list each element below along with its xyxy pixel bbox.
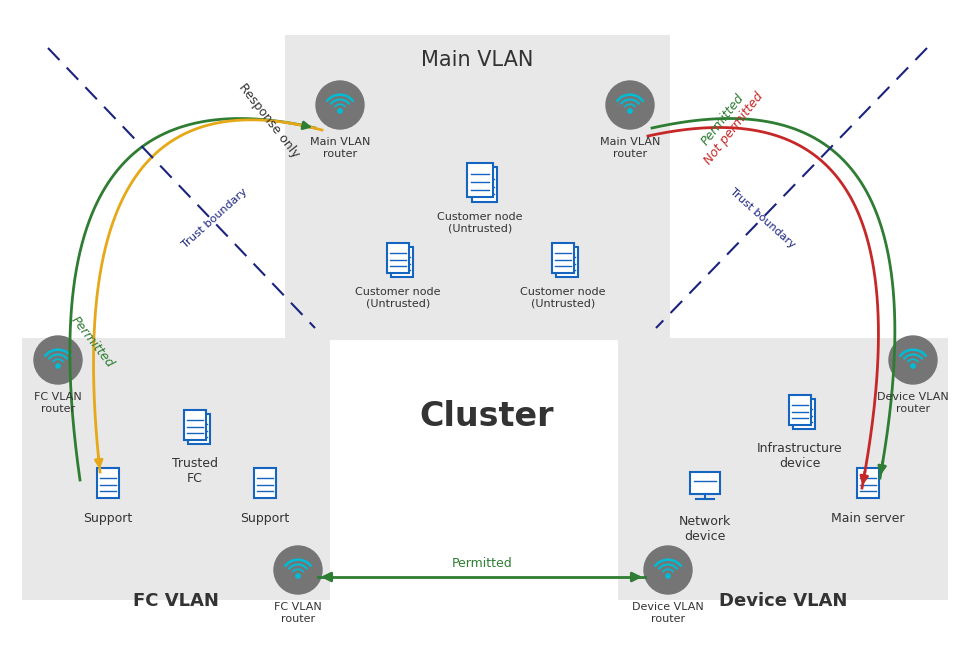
Circle shape [338, 109, 342, 113]
FancyBboxPatch shape [387, 243, 409, 273]
Text: Main VLAN
router: Main VLAN router [600, 137, 660, 159]
FancyBboxPatch shape [285, 35, 670, 340]
FancyBboxPatch shape [618, 338, 948, 600]
Text: Network
device: Network device [679, 515, 731, 543]
FancyBboxPatch shape [188, 414, 210, 444]
FancyBboxPatch shape [467, 162, 492, 197]
Circle shape [644, 546, 692, 594]
Text: Trust boundary: Trust boundary [180, 187, 250, 250]
Text: Customer node
(Untrusted): Customer node (Untrusted) [437, 212, 523, 233]
FancyBboxPatch shape [793, 399, 815, 429]
Text: Not permitted: Not permitted [701, 90, 765, 167]
Text: Permitted: Permitted [699, 91, 747, 148]
Text: FC VLAN
router: FC VLAN router [274, 602, 322, 623]
Text: Infrastructure
device: Infrastructure device [758, 442, 842, 470]
Circle shape [628, 109, 632, 113]
Text: FC VLAN
router: FC VLAN router [34, 392, 82, 413]
Circle shape [911, 364, 916, 368]
Text: Trust boundary: Trust boundary [727, 187, 797, 250]
Circle shape [606, 81, 654, 129]
Text: Device VLAN
router: Device VLAN router [878, 392, 949, 413]
Text: Main VLAN: Main VLAN [421, 50, 533, 70]
FancyBboxPatch shape [184, 410, 206, 440]
FancyBboxPatch shape [690, 472, 720, 494]
Text: Cluster: Cluster [420, 400, 554, 433]
Circle shape [56, 364, 60, 368]
Text: Permitted: Permitted [451, 557, 513, 570]
Text: Support: Support [84, 512, 133, 525]
Text: Device VLAN
router: Device VLAN router [632, 602, 704, 623]
FancyBboxPatch shape [97, 468, 119, 498]
FancyBboxPatch shape [789, 395, 811, 425]
Circle shape [34, 336, 82, 384]
Text: Response only: Response only [236, 81, 302, 160]
Text: Device VLAN: Device VLAN [719, 592, 847, 610]
Text: Trusted
FC: Trusted FC [172, 457, 218, 485]
Text: Main server: Main server [832, 512, 905, 525]
Circle shape [274, 546, 322, 594]
Text: Main VLAN
router: Main VLAN router [310, 137, 370, 159]
Circle shape [889, 336, 937, 384]
Text: Permitted: Permitted [68, 314, 116, 370]
FancyBboxPatch shape [254, 468, 276, 498]
FancyBboxPatch shape [552, 243, 574, 273]
FancyBboxPatch shape [472, 167, 497, 202]
FancyBboxPatch shape [556, 247, 578, 277]
FancyBboxPatch shape [391, 247, 413, 277]
Text: FC VLAN: FC VLAN [133, 592, 219, 610]
FancyBboxPatch shape [22, 338, 330, 600]
Circle shape [316, 81, 364, 129]
FancyBboxPatch shape [857, 468, 879, 498]
Text: Support: Support [241, 512, 290, 525]
Circle shape [666, 574, 670, 578]
Text: Customer node
(Untrusted): Customer node (Untrusted) [521, 287, 605, 309]
Text: Customer node
(Untrusted): Customer node (Untrusted) [355, 287, 441, 309]
Circle shape [295, 574, 300, 578]
